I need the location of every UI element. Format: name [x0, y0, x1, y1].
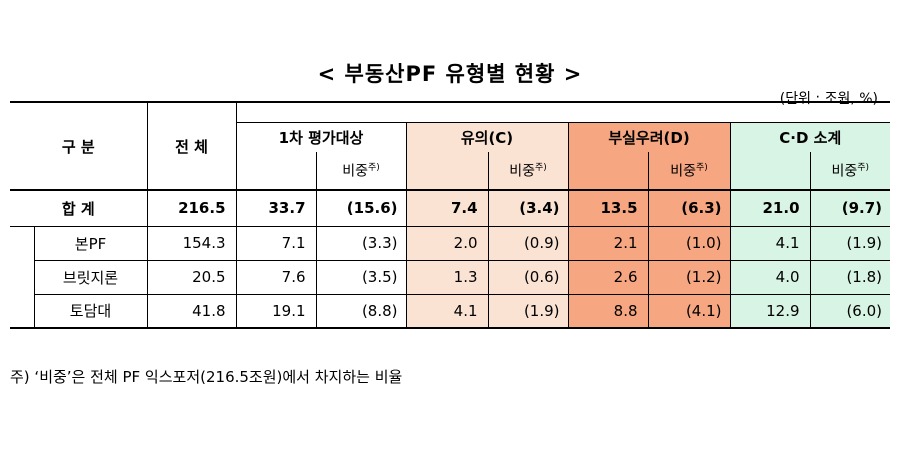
cell-eval: 19.1 — [236, 294, 317, 329]
header-d-ratio: 비중주) — [647, 152, 731, 191]
indent-cell — [10, 226, 35, 260]
cell-cd-ratio: (1.9) — [810, 226, 891, 261]
cell-c: 1.3 — [406, 260, 489, 295]
cell-d: 2.6 — [568, 260, 649, 295]
cell-c-ratio: (0.6) — [488, 260, 569, 295]
header-eval-ratio: 비중주) — [315, 152, 407, 191]
header-category: 구 분 — [10, 101, 148, 191]
cell-eval-ratio: (15.6) — [316, 190, 407, 227]
header-spacer — [236, 101, 891, 123]
cell-cd-ratio: (6.0) — [810, 294, 891, 329]
cell-cd-ratio: (1.8) — [810, 260, 891, 295]
header-cd-blank — [730, 152, 811, 191]
header-insolvency-risk: 부실우려(D) — [568, 121, 731, 152]
cell-d: 2.1 — [568, 226, 649, 261]
cell-eval: 7.6 — [236, 260, 317, 295]
cell-c-ratio: (1.9) — [488, 294, 569, 329]
cell-cd: 12.9 — [730, 294, 811, 329]
footnote: 주) ‘비중’은 전체 PF 익스포저(216.5조원)에서 차지하는 비율 — [10, 368, 403, 386]
header-caution: 유의(C) — [406, 121, 569, 152]
header-total: 전 체 — [147, 101, 237, 191]
header-c-ratio: 비중주) — [487, 152, 569, 191]
row-label: 합 계 — [10, 190, 148, 227]
table-row: 본PF 154.3 7.1 (3.3) 2.0 (0.9) 2.1 (1.0) … — [10, 226, 891, 261]
table-title: < 부동산PF 유형별 현황 > — [317, 62, 583, 86]
header-cd-ratio: 비중주) — [809, 152, 891, 191]
cell-cd: 4.1 — [730, 226, 811, 261]
cell-cd: 21.0 — [730, 190, 811, 227]
row-label: 브릿지론 — [34, 260, 148, 295]
cell-eval: 7.1 — [236, 226, 317, 261]
cell-d-ratio: (4.1) — [648, 294, 731, 329]
cell-d: 13.5 — [568, 190, 649, 227]
header-d-blank — [568, 152, 649, 191]
table-row-total: 합 계 216.5 33.7 (15.6) 7.4 (3.4) 13.5 (6.… — [10, 190, 891, 227]
cell-c: 2.0 — [406, 226, 489, 261]
cell-c-ratio: (3.4) — [488, 190, 569, 227]
cell-total: 216.5 — [147, 190, 237, 227]
pf-status-table: 구 분 전 체 1차 평가대상 유의(C) 부실우려(D) C·D 소계 비중주… — [10, 101, 891, 329]
cell-eval-ratio: (3.5) — [316, 260, 407, 295]
cell-c: 4.1 — [406, 294, 489, 329]
table-row: 토담대 41.8 19.1 (8.8) 4.1 (1.9) 8.8 (4.1) … — [10, 294, 891, 329]
row-label: 본PF — [34, 226, 148, 261]
header-first-eval: 1차 평가대상 — [236, 122, 407, 152]
header-cd-subtotal: C·D 소계 — [730, 121, 891, 152]
header-eval-blank — [236, 152, 317, 191]
table-row: 브릿지론 20.5 7.6 (3.5) 1.3 (0.6) 2.6 (1.2) … — [10, 260, 891, 295]
cell-c-ratio: (0.9) — [488, 226, 569, 261]
cell-total: 41.8 — [147, 294, 237, 329]
cell-eval: 33.7 — [236, 190, 317, 227]
row-label: 토담대 — [34, 294, 148, 329]
cell-c: 7.4 — [406, 190, 489, 227]
cell-d-ratio: (1.2) — [648, 260, 731, 295]
cell-total: 20.5 — [147, 260, 237, 295]
cell-d-ratio: (1.0) — [648, 226, 731, 261]
indent-cell — [10, 260, 35, 294]
cell-total: 154.3 — [147, 226, 237, 261]
header-c-blank — [406, 152, 489, 191]
cell-eval-ratio: (3.3) — [316, 226, 407, 261]
cell-cd-ratio: (9.7) — [810, 190, 891, 227]
cell-eval-ratio: (8.8) — [316, 294, 407, 329]
cell-cd: 4.0 — [730, 260, 811, 295]
indent-cell — [10, 294, 35, 329]
cell-d-ratio: (6.3) — [648, 190, 731, 227]
cell-d: 8.8 — [568, 294, 649, 329]
